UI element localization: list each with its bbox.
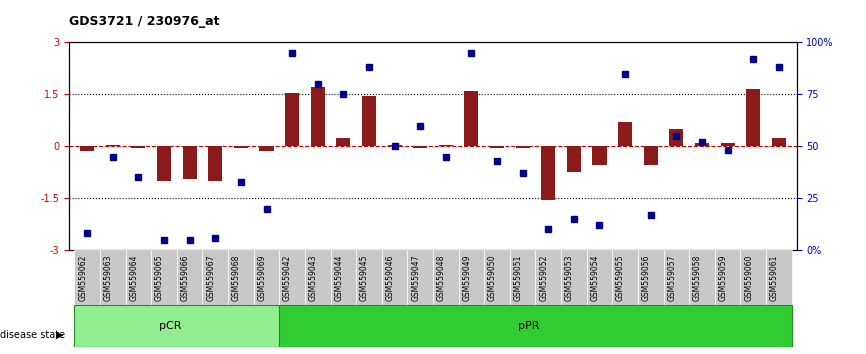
Bar <box>362 96 376 146</box>
FancyBboxPatch shape <box>740 250 766 306</box>
FancyBboxPatch shape <box>510 250 535 306</box>
Text: GSM559054: GSM559054 <box>591 255 599 301</box>
Bar <box>336 138 351 146</box>
Text: GSM559055: GSM559055 <box>616 255 625 301</box>
Bar <box>567 146 581 172</box>
FancyBboxPatch shape <box>407 250 433 306</box>
Text: GSM559049: GSM559049 <box>462 255 471 301</box>
Text: GSM559053: GSM559053 <box>565 255 574 301</box>
Bar <box>490 146 504 148</box>
Text: GSM559066: GSM559066 <box>181 255 190 301</box>
Text: GSM559062: GSM559062 <box>78 255 87 301</box>
Bar <box>81 146 94 152</box>
FancyBboxPatch shape <box>203 250 228 306</box>
FancyBboxPatch shape <box>331 250 356 306</box>
FancyBboxPatch shape <box>280 250 305 306</box>
Text: GSM559068: GSM559068 <box>232 255 241 301</box>
Bar <box>208 146 223 181</box>
Bar <box>669 129 683 146</box>
FancyBboxPatch shape <box>382 250 407 306</box>
Text: GSM559047: GSM559047 <box>411 255 420 301</box>
Bar <box>157 146 171 181</box>
Bar <box>746 89 760 146</box>
FancyBboxPatch shape <box>74 306 280 347</box>
Bar <box>515 146 530 148</box>
Text: GSM559043: GSM559043 <box>309 255 318 301</box>
Text: GSM559042: GSM559042 <box>283 255 292 301</box>
Bar <box>260 146 274 152</box>
Text: GSM559067: GSM559067 <box>206 255 216 301</box>
Bar <box>285 93 299 146</box>
Text: GSM559069: GSM559069 <box>257 255 267 301</box>
FancyBboxPatch shape <box>254 250 280 306</box>
Text: GSM559064: GSM559064 <box>129 255 139 301</box>
FancyBboxPatch shape <box>177 250 203 306</box>
Text: GSM559048: GSM559048 <box>436 255 446 301</box>
Bar <box>311 87 325 146</box>
Text: GSM559050: GSM559050 <box>488 255 497 301</box>
Bar <box>106 144 120 146</box>
Text: disease state: disease state <box>0 330 65 339</box>
Text: GSM559061: GSM559061 <box>770 255 779 301</box>
Bar <box>772 138 785 146</box>
Text: pCR: pCR <box>159 321 182 331</box>
Text: GSM559051: GSM559051 <box>514 255 523 301</box>
Bar <box>413 146 427 148</box>
Text: GSM559059: GSM559059 <box>719 255 727 301</box>
Text: GSM559060: GSM559060 <box>744 255 753 301</box>
Bar <box>695 143 709 146</box>
FancyBboxPatch shape <box>714 250 740 306</box>
Bar <box>388 144 402 146</box>
FancyBboxPatch shape <box>689 250 714 306</box>
Text: GSM559057: GSM559057 <box>668 255 676 301</box>
Bar <box>132 146 145 148</box>
FancyBboxPatch shape <box>126 250 152 306</box>
FancyBboxPatch shape <box>535 250 561 306</box>
FancyBboxPatch shape <box>586 250 612 306</box>
FancyBboxPatch shape <box>484 250 510 306</box>
Bar <box>234 146 248 148</box>
FancyBboxPatch shape <box>152 250 177 306</box>
Text: GSM559052: GSM559052 <box>540 255 548 301</box>
Text: GSM559063: GSM559063 <box>104 255 113 301</box>
FancyBboxPatch shape <box>459 250 484 306</box>
Text: GDS3721 / 230976_at: GDS3721 / 230976_at <box>69 15 220 28</box>
Bar <box>464 91 479 146</box>
FancyBboxPatch shape <box>663 250 689 306</box>
Text: GSM559065: GSM559065 <box>155 255 164 301</box>
FancyBboxPatch shape <box>766 250 792 306</box>
FancyBboxPatch shape <box>74 250 100 306</box>
Bar <box>541 146 555 200</box>
Text: GSM559046: GSM559046 <box>385 255 395 301</box>
Bar <box>439 144 453 146</box>
FancyBboxPatch shape <box>228 250 254 306</box>
Bar <box>592 146 606 165</box>
FancyBboxPatch shape <box>280 306 792 347</box>
FancyBboxPatch shape <box>305 250 331 306</box>
Text: GSM559058: GSM559058 <box>693 255 702 301</box>
FancyBboxPatch shape <box>100 250 126 306</box>
Text: GSM559056: GSM559056 <box>642 255 650 301</box>
FancyBboxPatch shape <box>561 250 586 306</box>
FancyBboxPatch shape <box>433 250 459 306</box>
FancyBboxPatch shape <box>612 250 638 306</box>
Bar <box>618 122 632 146</box>
Bar <box>721 143 734 146</box>
FancyBboxPatch shape <box>638 250 663 306</box>
Text: GSM559045: GSM559045 <box>360 255 369 301</box>
Text: ▶: ▶ <box>56 330 64 339</box>
Text: GSM559044: GSM559044 <box>334 255 343 301</box>
Text: pPR: pPR <box>519 321 540 331</box>
Bar <box>643 146 658 165</box>
Bar <box>183 146 197 179</box>
FancyBboxPatch shape <box>356 250 382 306</box>
